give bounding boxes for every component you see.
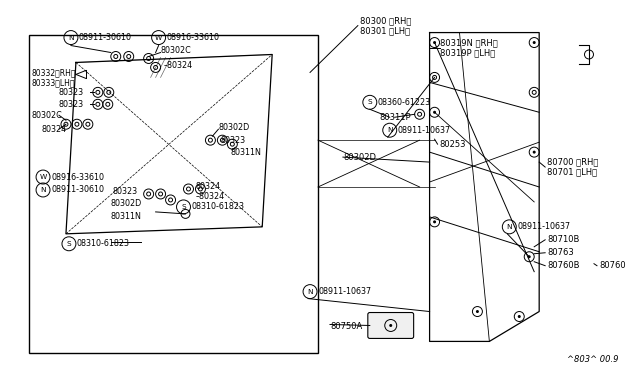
Text: 08911-10637: 08911-10637 [397,126,451,135]
Text: –80324: –80324 [164,61,193,70]
Text: 80324: 80324 [41,125,66,134]
Text: 80760B: 80760B [547,261,580,270]
Text: 80319P 〈LH〉: 80319P 〈LH〉 [440,48,495,57]
Text: 80300 〈RH〉: 80300 〈RH〉 [360,16,412,25]
Text: 80333〈LH〉: 80333〈LH〉 [31,78,75,87]
Text: 80253: 80253 [440,140,466,149]
Text: 80311N: 80311N [230,148,261,157]
FancyBboxPatch shape [368,312,413,339]
Circle shape [389,324,392,327]
Text: 80301 〈LH〉: 80301 〈LH〉 [360,26,410,35]
Text: 08911-30610: 08911-30610 [79,33,132,42]
Circle shape [518,315,521,318]
Text: 80319N 〈RH〉: 80319N 〈RH〉 [440,38,497,47]
Text: S: S [67,241,71,247]
Text: 08916-33610: 08916-33610 [166,33,220,42]
Text: S: S [367,99,372,105]
Text: W: W [155,35,162,41]
Text: 80323: 80323 [59,100,84,109]
Text: N: N [68,35,74,41]
Circle shape [476,310,479,313]
Text: 80311P: 80311P [380,113,412,122]
Text: 80324: 80324 [195,183,221,192]
Text: 80750A: 80750A [330,322,362,331]
Text: 08360-61223: 08360-61223 [378,98,431,107]
Text: 08911-10637: 08911-10637 [318,287,371,296]
Circle shape [532,41,536,44]
Text: 80763: 80763 [547,248,574,257]
Text: N: N [387,127,392,133]
Text: 80302C: 80302C [31,111,62,120]
Text: 80332〈RH〉: 80332〈RH〉 [31,68,76,77]
Text: S: S [181,204,186,210]
Text: 80311N: 80311N [111,212,141,221]
Text: 80700 〈RH〉: 80700 〈RH〉 [547,158,598,167]
Text: N: N [307,289,313,295]
Text: ^803^ 00.9: ^803^ 00.9 [568,355,619,364]
Text: 80710B: 80710B [547,235,580,244]
Text: 08310-61823: 08310-61823 [191,202,244,211]
Bar [29,35,318,353]
Text: 80302C: 80302C [161,46,191,55]
Text: 80701 〈LH〉: 80701 〈LH〉 [547,167,597,177]
Text: 80302D: 80302D [343,153,376,161]
Text: 80323: 80323 [220,136,246,145]
Text: 80760: 80760 [599,261,625,270]
Text: 08310-61823: 08310-61823 [77,239,130,248]
Circle shape [433,111,436,114]
Text: –80324: –80324 [195,192,225,202]
Text: 80323: 80323 [113,187,138,196]
Circle shape [532,151,536,154]
Circle shape [528,255,531,258]
Text: N: N [506,224,512,230]
Circle shape [433,220,436,223]
Text: W: W [40,174,47,180]
Text: 80323: 80323 [59,88,84,97]
Text: 80302D: 80302D [111,199,142,208]
Text: 08916-33610: 08916-33610 [51,173,104,182]
Text: 08911-30610: 08911-30610 [51,186,104,195]
Circle shape [433,41,436,44]
Text: 80302D: 80302D [218,123,250,132]
Text: 08911-10637: 08911-10637 [517,222,570,231]
Text: N: N [40,187,46,193]
